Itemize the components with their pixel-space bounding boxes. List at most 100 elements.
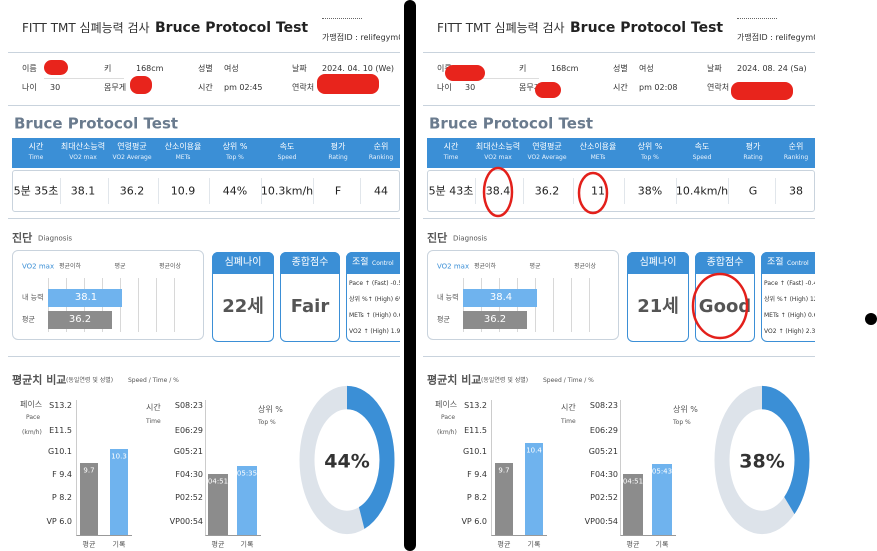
column-header: 순위 [788,142,804,151]
cell-divider [261,178,262,204]
grid-col [156,278,157,332]
card-title: 종합점수 [291,257,329,268]
comparison-note: (동일연령 및 성별) [66,377,114,384]
tick-label: VP 6.0 [461,517,487,526]
scale-label: 평균이상 [573,263,597,270]
dotted-rule [322,18,362,19]
cell-divider [676,178,677,204]
info-value: 2024. 04. 10 (We) [322,64,395,73]
diag-value: 36.2 [68,314,92,325]
card-header [346,252,400,274]
rule [423,356,815,357]
cell-divider [474,178,476,204]
scale-label: 평균이상 [158,263,182,270]
control-line: Pace ↑ (Fast) -0.5 [349,280,400,287]
column-header: 속도 [694,142,710,151]
diag-row-label: 내 능력 [437,293,459,302]
grid-col [138,278,139,332]
bar-name: 평균 [497,540,511,549]
info-label: 이름 [437,64,452,73]
info-label: 연락처 [292,83,315,92]
axis-label: 페이스 [435,400,458,409]
donut-label: 44% [324,450,370,473]
cell: 5분 35초 [13,184,59,198]
cell: 11 [591,184,605,198]
tick-label: F 9.4 [52,470,72,479]
info-value: 여성 [639,64,654,73]
cell-divider [727,178,729,204]
card-title: 조절 [767,257,784,268]
info-value: 30 [465,83,476,92]
info-value: 168cm [136,64,164,73]
cell-divider [209,178,210,204]
control-line: 상위 %↑ (High) 12% [764,296,815,303]
card-header [695,252,755,274]
diag-value: 38.1 [74,292,98,303]
plot-frame [76,400,132,536]
diag-value: 38.4 [489,292,513,303]
scale-label: 평균 [114,263,126,270]
metric: VO2 max [22,262,55,271]
brand: FITT TMT 심폐능력 검사 [22,21,150,35]
bar [80,463,98,535]
cell: G [748,184,758,198]
card-value: Good [698,296,752,317]
diagnosis-box [12,250,204,340]
plot-frame [205,400,261,536]
bar [110,449,128,535]
bar-value: 9.7 [83,466,95,475]
donut-label: 38% [739,450,785,473]
section-title: Bruce Protocol Test [14,114,179,133]
cell-divider [624,178,625,204]
metric: VO2 max [437,262,470,271]
column-subheader: METs [175,154,191,161]
column-subheader: Top % [641,154,659,161]
control-line: METs ↑ (High) 0.6 [764,312,815,319]
info-value: pm 02:08 [639,83,678,92]
cell: 36.2 [534,184,560,198]
column-header: 시간 [443,142,459,151]
table-row [12,170,400,212]
info-label: 키 [104,64,112,73]
column-header: 최대산소능력 [60,142,106,151]
tick-label: S08:23 [174,401,203,410]
cell-divider [522,178,524,204]
info-label: 나이 [437,83,452,92]
card-subtitle: Control [787,260,809,267]
bar-value: 10.3 [111,452,127,461]
diag-row-label: 평균 [22,315,35,324]
grid-col [174,278,175,332]
diag-bar [463,289,537,307]
cell: 38% [637,184,663,198]
tick-label: P02:52 [590,493,618,502]
axis-unit: (km/h) [437,429,457,436]
bar [652,464,672,535]
scale-label: 평균 [529,263,541,270]
column-header: 최대산소능력 [475,142,521,151]
dotted-rule [737,18,777,19]
bar [525,443,543,535]
info-value: 여성 [224,64,239,73]
table-header [427,138,815,168]
control-line: VO2 ↑ (High) 2.3 [764,328,815,335]
column-subheader: METs [590,154,606,161]
info-value: 2024. 08. 24 (Sa) [737,64,807,73]
column-subheader: Rating [743,154,763,161]
scale-label: 평균이하 [58,263,82,270]
tick-label: G10.1 [47,447,72,456]
column-subheader: Ranking [368,154,394,161]
comparison-title: 평균치 비교 [427,373,482,387]
info-label: 키 [519,64,527,73]
card-header [212,252,274,274]
tick-label: S13.2 [49,401,72,410]
info-label: 이름 [22,64,37,73]
column-subheader: Time [28,154,44,161]
info-value: 168cm [551,64,579,73]
redaction [44,60,68,75]
info-label: 성별 [198,64,213,73]
tick-label: P 8.2 [466,493,487,502]
cell: 5분 43초 [428,184,474,198]
card-value: Fair [290,296,330,317]
diag-row-label: 평균 [437,315,450,324]
diagnosis-title: 진단 [427,231,448,245]
